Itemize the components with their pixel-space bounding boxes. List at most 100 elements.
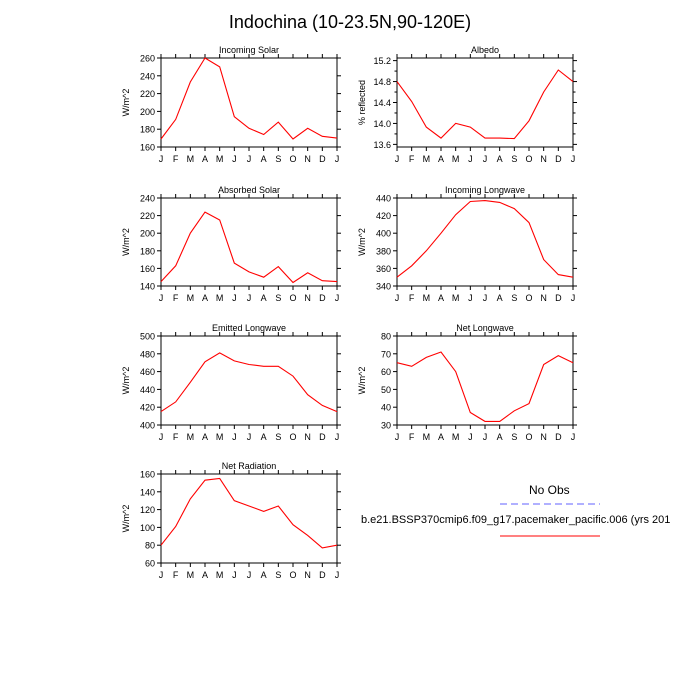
y-tick-label: 360	[376, 264, 391, 274]
y-tick-label: 14.4	[373, 98, 391, 108]
x-tick-label: N	[304, 293, 311, 303]
data-point	[336, 545, 337, 546]
x-tick-label: J	[483, 293, 488, 303]
plot-frame	[160, 197, 338, 287]
data-point	[278, 505, 279, 506]
series-line	[160, 477, 338, 549]
data-point	[440, 351, 441, 352]
x-tick-label: M	[216, 154, 224, 164]
data-point	[307, 535, 308, 536]
x-tick-label: J	[159, 570, 164, 580]
y-tick-label: 400	[140, 421, 155, 431]
x-tick-label: A	[497, 293, 503, 303]
data-point	[336, 411, 337, 412]
x-tick-label: D	[555, 293, 562, 303]
data-point	[558, 355, 559, 356]
x-tick-label: N	[540, 432, 547, 442]
y-tick-label: 100	[140, 523, 155, 533]
x-tick-label: O	[289, 570, 296, 580]
chart-panel-3: J F M A M J J A S O N D J140160180200220240Absorbed …	[121, 185, 341, 303]
x-tick-label: M	[452, 432, 460, 442]
data-point	[440, 233, 441, 234]
data-point	[160, 411, 161, 412]
data-point	[307, 272, 308, 273]
y-tick-label: 14.8	[373, 77, 391, 87]
data-point	[263, 511, 264, 512]
legend-obs-label: No Obs	[529, 483, 570, 497]
data-point	[263, 366, 264, 367]
x-tick-label: D	[319, 154, 326, 164]
x-tick-label: S	[275, 432, 281, 442]
y-tick-label: 240	[140, 71, 155, 81]
data-point	[160, 281, 161, 282]
x-tick-label: A	[261, 432, 267, 442]
y-tick-label: 180	[140, 125, 155, 135]
data-point	[190, 81, 191, 82]
data-point	[175, 401, 176, 402]
y-tick-label: 160	[140, 143, 155, 153]
data-point	[528, 120, 529, 121]
data-point	[484, 421, 485, 422]
y-tick-label: 240	[140, 194, 155, 204]
x-tick-label: J	[468, 154, 473, 164]
data-point	[484, 138, 485, 139]
data-point	[543, 259, 544, 260]
data-point	[572, 362, 573, 363]
x-tick-label: J	[335, 154, 340, 164]
y-tick-label: 400	[376, 229, 391, 239]
data-point	[219, 219, 220, 220]
y-tick-label: 30	[381, 421, 391, 431]
y-axis-label: % reflected	[357, 80, 367, 125]
x-tick-label: F	[409, 154, 415, 164]
y-tick-label: 160	[140, 264, 155, 274]
x-tick-label: A	[438, 293, 444, 303]
x-tick-label: J	[571, 293, 576, 303]
x-tick-label: D	[319, 570, 326, 580]
data-point	[219, 66, 220, 67]
chart-panel-2: J F M A M J J A S O N D J13.614.014.414.815.2Albedo%…	[357, 45, 577, 164]
series-line	[396, 200, 574, 278]
x-tick-label: O	[289, 293, 296, 303]
x-tick-label: S	[275, 570, 281, 580]
x-tick-label: J	[247, 432, 252, 442]
chart-panel-4: J F M A M J J A S O N D J340360380400420440Incoming …	[357, 185, 577, 303]
x-tick-label: J	[571, 154, 576, 164]
x-tick-label: F	[409, 293, 415, 303]
plot-frame	[160, 57, 338, 148]
data-point	[292, 138, 293, 139]
data-point	[292, 375, 293, 376]
x-tick-label: A	[261, 570, 267, 580]
panel-title: Emitted Longwave	[212, 323, 286, 333]
x-tick-label: O	[525, 432, 532, 442]
data-point	[396, 362, 397, 363]
y-tick-label: 60	[381, 367, 391, 377]
y-tick-label: 60	[145, 559, 155, 569]
data-point	[572, 277, 573, 278]
data-point	[558, 69, 559, 70]
data-point	[396, 277, 397, 278]
x-tick-label: J	[468, 432, 473, 442]
x-tick-label: M	[187, 432, 195, 442]
series-line	[160, 57, 338, 140]
data-point	[307, 128, 308, 129]
data-point	[234, 500, 235, 501]
x-tick-label: M	[452, 154, 460, 164]
y-tick-label: 160	[140, 470, 155, 480]
x-tick-label: J	[483, 432, 488, 442]
panel-title: Incoming Longwave	[445, 185, 525, 195]
y-tick-label: 340	[376, 282, 391, 292]
x-tick-label: D	[555, 154, 562, 164]
data-point	[175, 265, 176, 266]
x-tick-label: A	[438, 154, 444, 164]
data-point	[160, 545, 161, 546]
data-point	[234, 116, 235, 117]
data-point	[543, 364, 544, 365]
x-tick-label: D	[319, 293, 326, 303]
data-point	[514, 138, 515, 139]
y-tick-label: 420	[140, 403, 155, 413]
legend-case-label: b.e21.BSSP370cmip6.f09_g17.pacemaker_pac…	[361, 514, 671, 526]
x-tick-label: J	[159, 432, 164, 442]
y-tick-label: 140	[140, 487, 155, 497]
x-tick-label: S	[511, 432, 517, 442]
